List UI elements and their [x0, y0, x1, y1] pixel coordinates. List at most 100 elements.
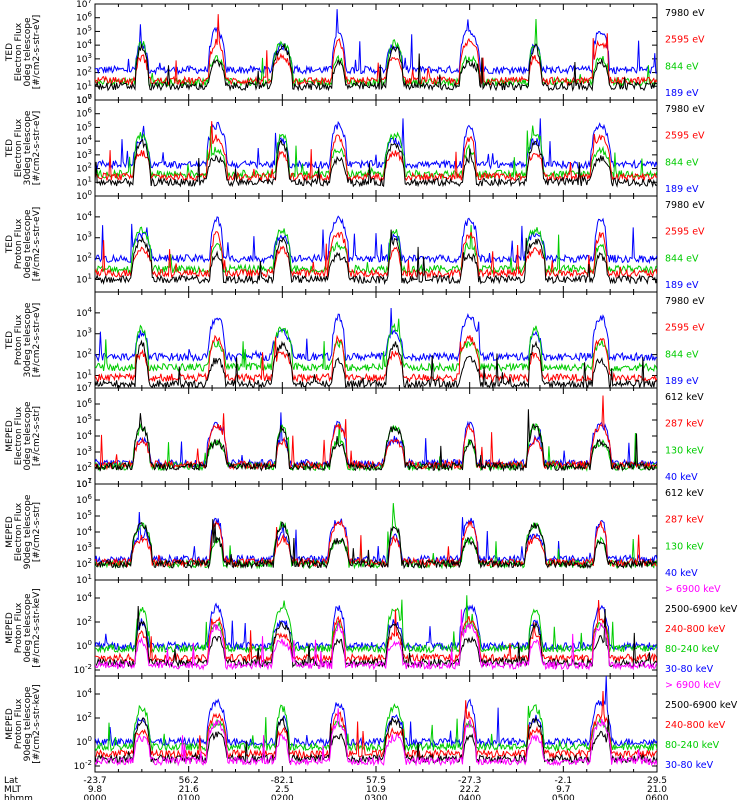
y-axis-label-line: 0deg telescope — [23, 593, 33, 663]
y-axis-label-line: Proton Flux — [14, 698, 24, 749]
y-tick-label: 105 — [76, 24, 92, 37]
y-tick-label: 107 — [76, 381, 92, 394]
y-axis-label-line: [#/cm2-s-str-eV] — [32, 303, 42, 378]
y-axis-label-line: Electron Flux — [14, 22, 24, 81]
legend-label: 80-240 keV — [665, 740, 720, 751]
y-axis-label-line: [#/cm2-s-str] — [32, 502, 42, 562]
panel-8: 10-2 100 102 104 MEPED Proton Flux 90deg teles… — [5, 675, 738, 773]
y-tick-label: 103 — [76, 148, 92, 161]
series-trace-blue — [95, 307, 657, 363]
y-tick-label: 102 — [76, 162, 92, 175]
panel-frame — [94, 3, 658, 101]
legend-label: 844 eV — [665, 349, 699, 360]
series-group — [95, 118, 657, 188]
x-row-label: Lat — [4, 776, 19, 786]
legend-label: 612 keV — [665, 488, 704, 499]
legend-label: 189 eV — [665, 88, 699, 99]
y-tick-label: 100 — [76, 93, 92, 106]
y-tick-label: 104 — [76, 306, 92, 319]
y-tick-label: 104 — [76, 38, 92, 51]
y-tick-label: 103 — [76, 327, 92, 340]
y-tick-label: 107 — [76, 477, 92, 490]
series-trace-green — [95, 18, 657, 88]
series-trace-black — [95, 519, 657, 570]
x-tick-label-mlt: 21.6 — [179, 785, 199, 795]
y-tick-label: 101 — [76, 477, 92, 490]
y-tick-label: 103 — [76, 445, 92, 458]
series-trace-red — [95, 121, 657, 183]
series-trace-magenta — [95, 609, 657, 671]
y-axis-label-line: TED — [5, 235, 15, 254]
y-tick-label: 103 — [76, 231, 92, 244]
y-tick-label: 104 — [76, 134, 92, 147]
y-tick-label: 102 — [76, 461, 92, 474]
legend-label: 844 eV — [665, 61, 699, 72]
y-tick-label: 106 — [76, 397, 92, 410]
legend-label: 189 eV — [665, 184, 699, 195]
y-tick-label: 106 — [76, 107, 92, 120]
legend-label: 80-240 keV — [665, 644, 720, 655]
y-axis-label-line: Electron Flux — [14, 502, 24, 561]
series-trace-red — [95, 395, 657, 471]
legend-label: 2500-6900 keV — [665, 700, 738, 711]
legend-label: 40 keV — [665, 568, 698, 579]
legend-label: 7980 eV — [665, 104, 705, 115]
series-group — [95, 215, 657, 286]
x-tick-label-lat: 57.5 — [366, 776, 386, 786]
series-trace-green — [95, 503, 657, 570]
series-group — [95, 307, 657, 388]
series-trace-blue — [95, 511, 657, 565]
y-axis-label-line: MEPED — [5, 612, 15, 644]
legend-label: 30-80 keV — [665, 664, 714, 675]
y-axis-label-line: [#/cm2-s-str-eV] — [32, 15, 42, 90]
y-axis-label-line: Proton Flux — [14, 218, 24, 269]
y-axis-label-line: [#/cm2-s-str] — [32, 406, 42, 466]
legend-label: 844 eV — [665, 253, 699, 264]
series-trace-black — [95, 229, 657, 286]
legend-label: > 6900 keV — [665, 680, 721, 691]
y-axis-label-line: 30deg telescope — [23, 110, 33, 185]
legend-label: 40 keV — [665, 472, 698, 483]
legend-label: 240-800 keV — [665, 624, 726, 635]
panel-6: 101 102 103 104 105 106 107 MEPED Electron Flux 9… — [5, 477, 704, 586]
x-tick-label-lat: -82.1 — [271, 776, 294, 786]
series-trace-green — [95, 225, 657, 275]
legend-label: > 6900 keV — [665, 584, 721, 595]
y-tick-label: 102 — [76, 252, 92, 265]
series-trace-black — [95, 339, 657, 388]
series-trace-magenta — [95, 708, 657, 767]
y-axis-label-line: [#/cm2-s-str-eV] — [32, 207, 42, 282]
series-trace-green — [95, 125, 657, 180]
legend-label: 2500-6900 keV — [665, 604, 738, 615]
series-trace-blue — [95, 412, 657, 469]
y-axis-label-line: 0deg telescope — [23, 17, 33, 87]
y-tick-label: 106 — [76, 493, 92, 506]
series-trace-red — [95, 231, 657, 279]
series-group — [95, 395, 657, 473]
legend-label: 7980 eV — [665, 8, 705, 19]
y-tick-label: 101 — [76, 175, 92, 188]
x-tick-label-hhmm: 0600 — [646, 794, 669, 800]
y-tick-label: 104 — [76, 591, 92, 604]
series-trace-blue — [95, 215, 657, 265]
y-tick-label: 100 — [76, 639, 92, 652]
y-tick-label: 104 — [76, 429, 92, 442]
series-trace-black — [95, 409, 657, 473]
y-tick-label: 106 — [76, 11, 92, 24]
series-trace-black — [95, 605, 657, 669]
y-tick-label: 100 — [76, 189, 92, 202]
legend-label: 2595 eV — [665, 35, 705, 46]
panel-5: 101 102 103 104 105 106 107 MEPED Electron Flux 0… — [5, 381, 704, 490]
y-tick-label: 100 — [76, 735, 92, 748]
x-tick-label-lat: -2.1 — [555, 776, 573, 786]
x-tick-label-lat: 29.5 — [647, 776, 667, 786]
x-tick-label-hhmm: 0000 — [84, 794, 107, 800]
x-row-label: hhmm — [4, 794, 33, 800]
panel-7: 10-2 100 102 104 MEPED Proton Flux 0deg telesc… — [5, 579, 738, 677]
series-group — [95, 676, 657, 767]
x-tick-label-lat: 56.2 — [179, 776, 199, 786]
y-axis-label-line: 90deg telescope — [23, 494, 33, 569]
y-tick-label: 101 — [76, 79, 92, 92]
